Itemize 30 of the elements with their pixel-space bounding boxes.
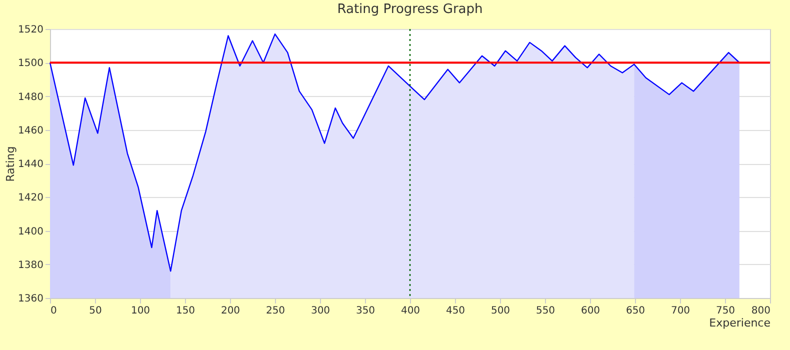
y-tick-label: 1360 — [18, 294, 44, 304]
x-tick-label: 0 — [50, 306, 57, 316]
x-tick-label: 700 — [670, 306, 690, 316]
y-tick-label: 1400 — [18, 226, 44, 238]
y-tick-label: 1520 — [18, 24, 44, 36]
y-tick-label: 1440 — [18, 159, 44, 170]
x-axis-title: Experience — [709, 316, 771, 330]
x-tick-label: 200 — [220, 306, 240, 316]
y-tick-label: 1380 — [18, 260, 44, 271]
x-tick-label: 300 — [310, 306, 330, 316]
chart-title: Rating Progress Graph — [337, 2, 483, 17]
x-tick-label: 450 — [446, 306, 466, 316]
line-series — [49, 33, 740, 272]
x-tick-label: 250 — [266, 306, 286, 316]
y-tick-label: 1460 — [18, 125, 44, 136]
x-tick-label: 600 — [580, 306, 600, 316]
x-tick-label: 650 — [626, 306, 646, 316]
y-tick-label: 1500 — [18, 58, 44, 70]
x-tick-label: 400 — [400, 306, 420, 316]
x-tick-label: 350 — [356, 306, 376, 316]
x-tick-label: 150 — [176, 306, 196, 316]
y-tick-label: 1420 — [18, 192, 44, 204]
x-tick-label: 550 — [536, 306, 556, 316]
y-axis-title: Rating — [4, 146, 18, 182]
x-tick-label: 750 — [716, 306, 736, 316]
x-tick-label: 800 — [751, 306, 770, 316]
x-tick-label: 100 — [130, 306, 150, 316]
x-tick-label: 50 — [89, 306, 102, 316]
y-tick-label: 1480 — [18, 92, 44, 103]
x-tick-label: 500 — [490, 306, 510, 316]
